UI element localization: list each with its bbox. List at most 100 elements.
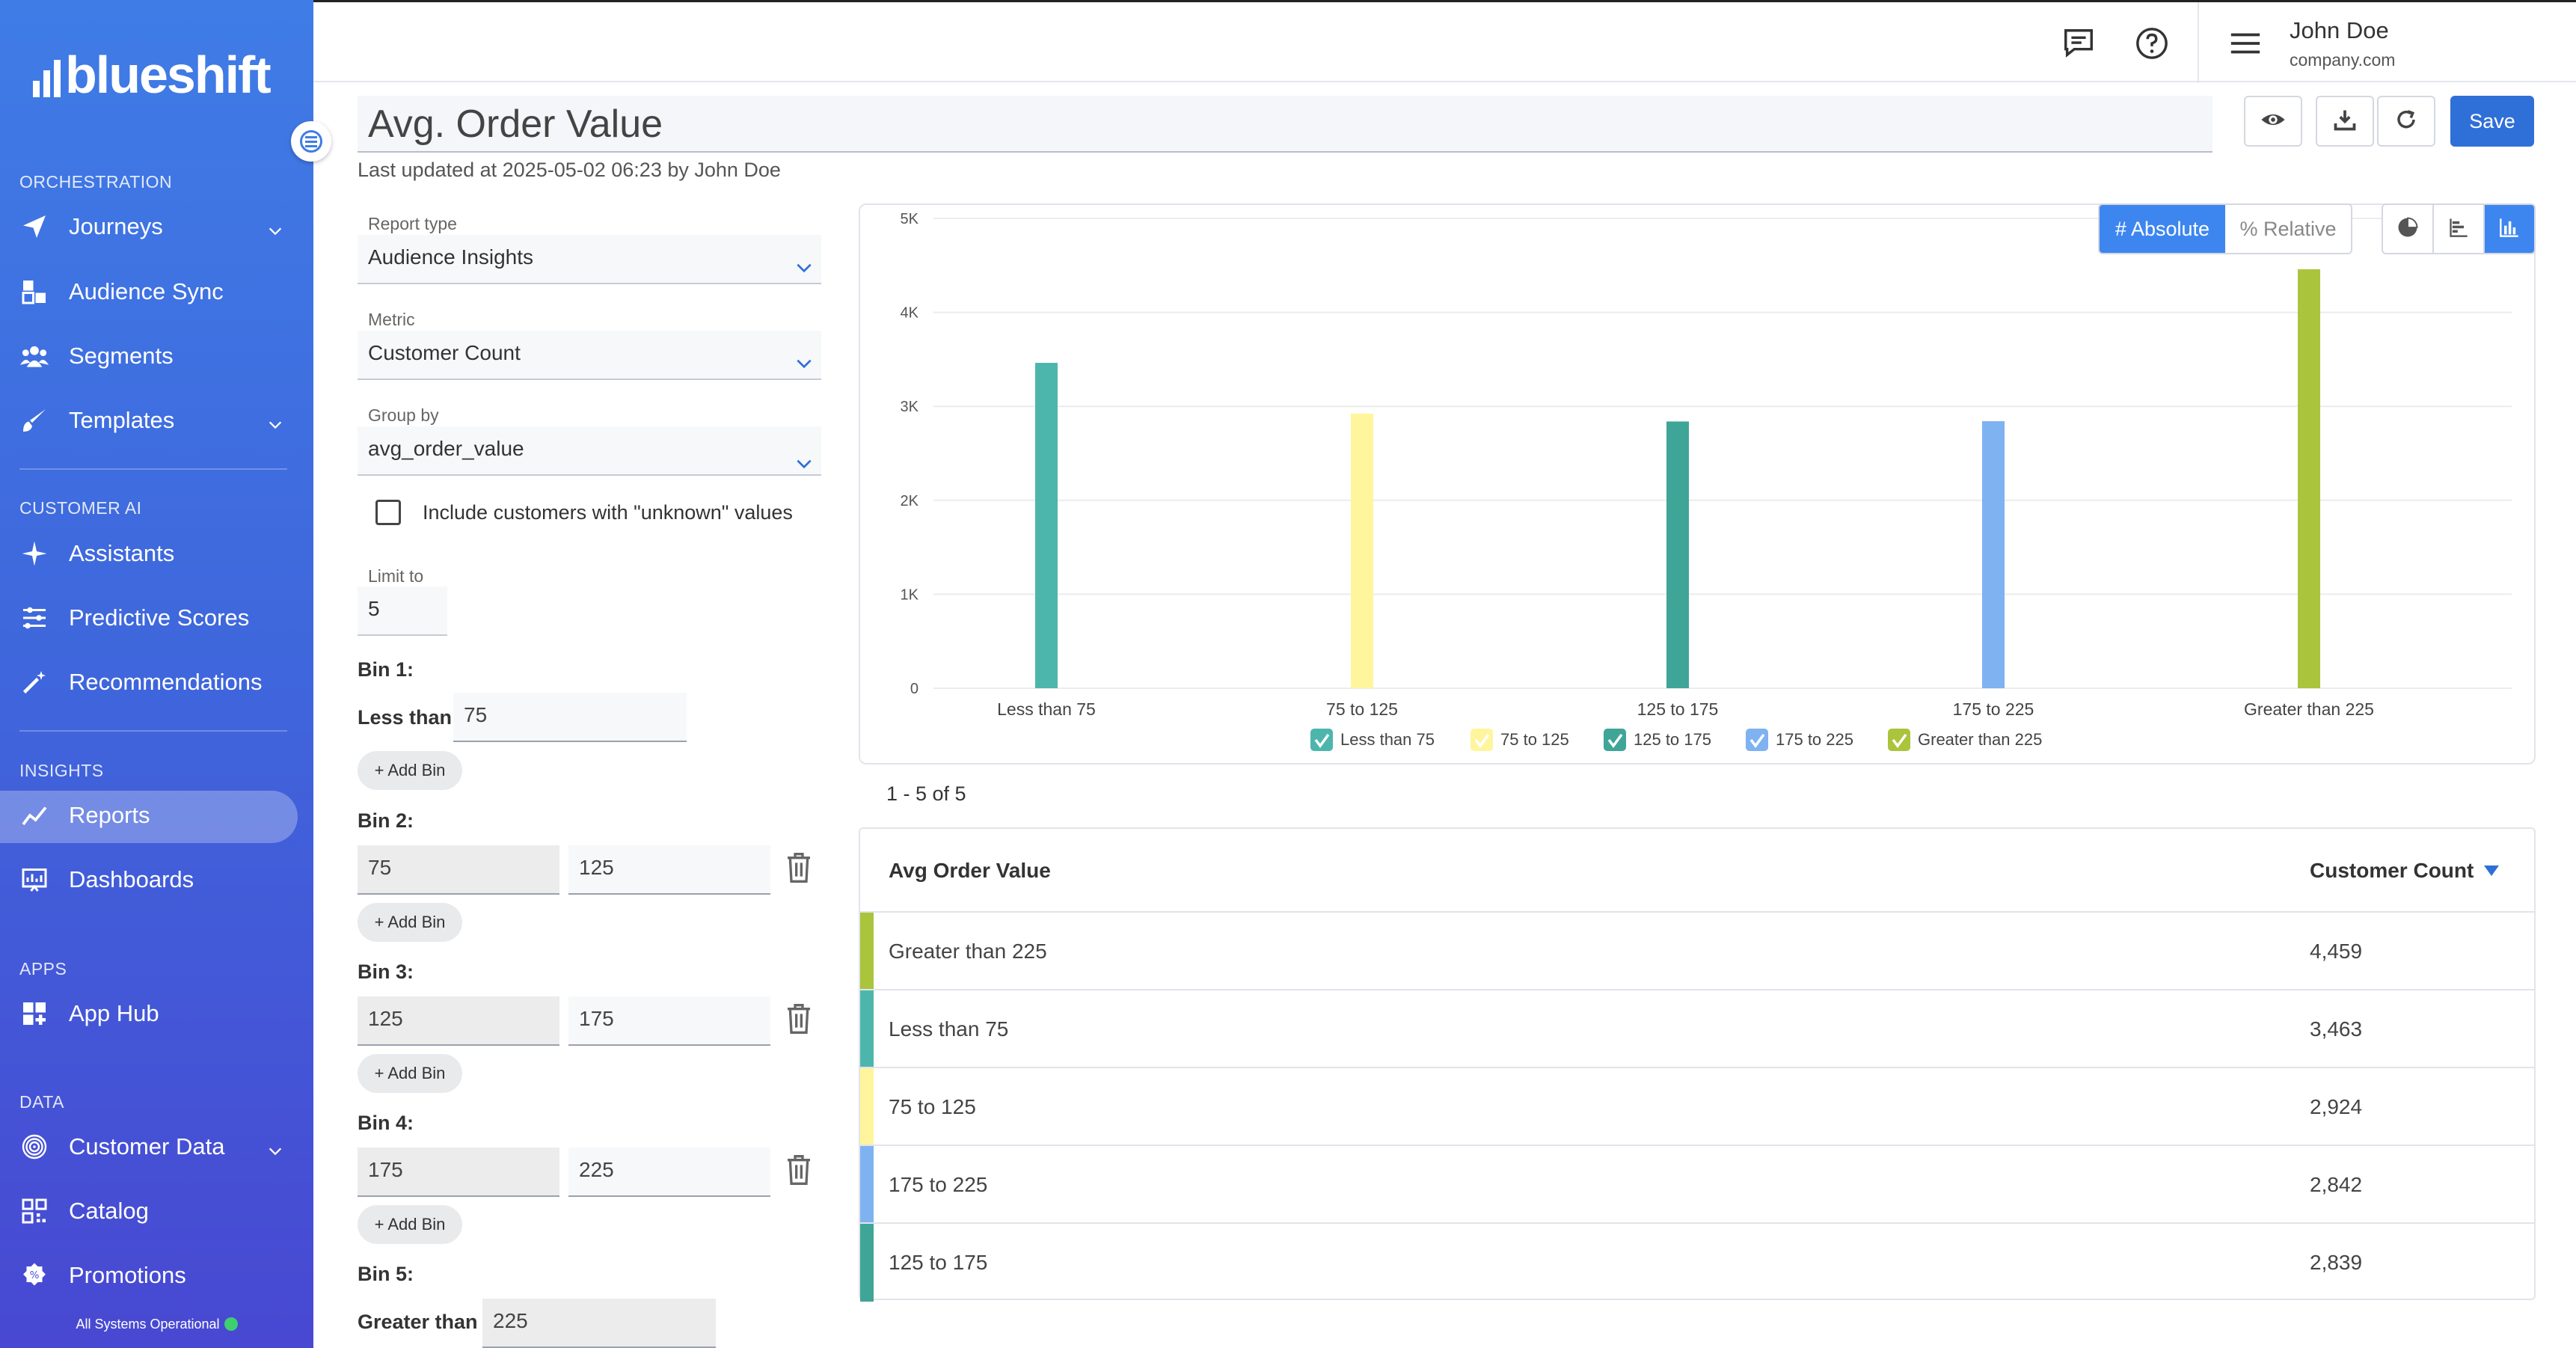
topbar: John Doe company.com [313,0,2576,82]
add-bin-button[interactable]: + Add Bin [358,903,462,942]
row-color-swatch [860,913,874,989]
legend-checkbox-icon [1310,729,1333,751]
vertical-bar-button[interactable] [2485,205,2534,253]
bin-4-from-input[interactable]: 175 [358,1148,559,1197]
y-tick-label: 1K [901,586,919,603]
preview-button[interactable] [2244,96,2302,147]
download-button[interactable] [2316,96,2374,147]
cell-customer-count: 2,842 [2310,1173,2362,1197]
sidebar: blueshift ORCHESTRATION Journeys Audienc… [0,0,313,1348]
report-type-select[interactable]: Audience Insights [358,235,821,284]
group-by-select[interactable]: avg_order_value [358,426,821,476]
cell-customer-count: 2,839 [2310,1251,2362,1275]
blueshift-logo[interactable]: blueshift [33,45,270,105]
chevron-down-icon[interactable] [267,1139,283,1165]
chevron-down-icon [794,444,814,489]
sidebar-item-reports[interactable]: Reports [0,789,313,842]
bin-1-value-input[interactable]: 75 [453,693,687,742]
help-icon[interactable] [2135,26,2169,61]
bin-5-value-input[interactable]: 225 [482,1299,716,1348]
sidebar-item-templates[interactable]: Templates [0,394,313,447]
metric-select[interactable]: Customer Count [358,331,821,380]
topbar-divider [2198,2,2199,83]
sidebar-item-promotions[interactable]: % Promotions [0,1249,313,1302]
sidebar-item-assistants[interactable]: Assistants [0,527,313,580]
add-bin-button[interactable]: + Add Bin [358,1205,462,1244]
legend-label: 75 to 125 [1500,730,1569,749]
dashboard-icon [19,865,49,895]
y-tick-label: 5K [901,211,919,227]
x-tick-label: Greater than 225 [2244,699,2374,719]
bin-2-from-input[interactable]: 75 [358,845,559,895]
trash-icon[interactable] [784,851,814,884]
horizontal-bar-button[interactable] [2434,205,2485,253]
cell-avg-order-value: 175 to 225 [889,1173,987,1197]
section-insights: INSIGHTS [19,761,104,781]
include-unknown-checkbox[interactable] [375,500,401,525]
add-bin-button[interactable]: + Add Bin [358,751,462,790]
legend-label: Less than 75 [1340,730,1435,749]
table-row: Less than 75 3,463 [860,990,2534,1068]
legend-label: 125 to 175 [1634,730,1711,749]
chevron-down-icon[interactable] [267,412,283,439]
section-customer-ai: CUSTOMER AI [19,498,142,518]
column-header-customer-count[interactable]: Customer Count [2310,859,2499,883]
vertical-bar-icon [2499,217,2520,242]
trash-icon[interactable] [784,1002,814,1035]
bin-2-to-input[interactable]: 125 [568,845,770,895]
bin-3-to-input[interactable]: 175 [568,996,770,1046]
hamburger-menu-icon[interactable] [2228,26,2263,61]
chevron-down-icon [794,344,814,389]
trash-icon[interactable] [784,1154,814,1186]
sidebar-item-customer-data[interactable]: Customer Data [0,1121,313,1173]
sidebar-item-audience-sync[interactable]: Audience Sync [0,266,313,318]
bar [2298,269,2320,688]
sidebar-item-dashboards[interactable]: Dashboards [0,854,313,906]
brush-icon [19,405,49,435]
refresh-button[interactable] [2377,96,2435,147]
x-tick-label: Less than 75 [997,699,1096,719]
metric-label: Metric [368,310,415,330]
legend-checkbox-icon [1471,729,1493,751]
cell-avg-order-value: 125 to 175 [889,1251,987,1275]
bar-chart: 01K2K3K4K5KLess than 75 75 to 125 125 to 1… [859,203,2536,765]
app-grid-icon [19,999,49,1029]
system-status[interactable]: All Systems Operational [0,1317,313,1332]
report-type-label: Report type [368,214,457,234]
bar [1351,414,1373,688]
chevron-down-icon[interactable] [267,218,283,245]
absolute-toggle-button[interactable]: # Absolute [2100,205,2225,253]
bin-3-from-input[interactable]: 125 [358,996,559,1046]
sidebar-item-segments[interactable]: Segments [0,330,313,382]
pie-chart-icon [2396,216,2419,242]
save-button[interactable]: Save [2450,96,2534,147]
sidebar-item-catalog[interactable]: Catalog [0,1185,313,1237]
report-title-input[interactable]: Avg. Order Value [358,96,2212,153]
bin-4-to-input[interactable]: 225 [568,1148,770,1197]
sidebar-item-journeys[interactable]: Journeys [0,200,313,253]
add-bin-button[interactable]: + Add Bin [358,1054,462,1093]
legend-checkbox-icon [1888,729,1910,751]
bin-1-prefix: Less than [358,706,452,729]
row-color-swatch [860,1068,874,1145]
bin-5-prefix: Greater than [358,1311,478,1334]
feedback-icon[interactable] [2061,26,2096,61]
relative-toggle-button[interactable]: % Relative [2225,205,2351,253]
cell-avg-order-value: Less than 75 [889,1017,1008,1041]
sidebar-item-predictive-scores[interactable]: Predictive Scores [0,592,313,644]
column-header-avg-order-value[interactable]: Avg Order Value [889,859,1051,883]
row-color-swatch [860,1224,874,1302]
y-tick-label: 4K [901,305,919,322]
sidebar-item-recommendations[interactable]: Recommendations [0,656,313,708]
limit-input[interactable]: 5 [358,586,447,636]
user-name[interactable]: John Doe [2290,17,2389,44]
section-orchestration: ORCHESTRATION [19,172,172,192]
results-table: Avg Order Value Customer Count Greater t… [859,827,2536,1300]
sidebar-item-app-hub[interactable]: App Hub [0,987,313,1040]
legend-checkbox-icon [1746,729,1768,751]
fingerprint-icon [19,1132,49,1162]
pie-chart-button[interactable] [2383,205,2434,253]
menu-icon [300,130,322,153]
cell-avg-order-value: Greater than 225 [889,940,1047,963]
collapse-sidebar-button[interactable] [291,121,331,162]
